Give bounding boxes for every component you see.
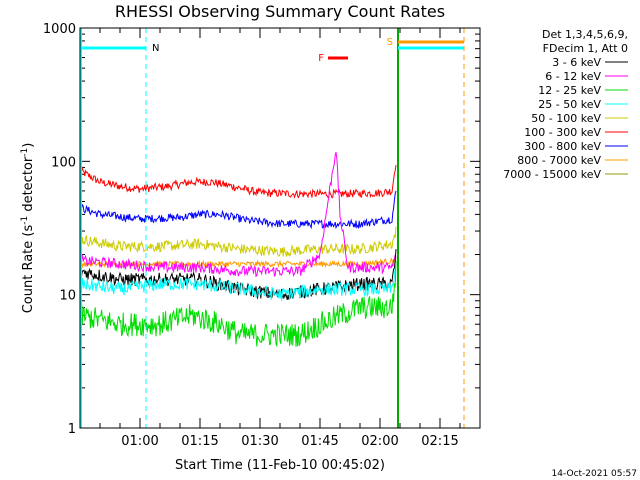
x-tick-label: 02:00	[361, 434, 398, 449]
series-line-4	[79, 151, 397, 278]
legend-label: 6 - 12 keV	[545, 70, 601, 83]
x-tick-label: 01:15	[181, 434, 218, 449]
legend-label: 800 - 7000 keV	[517, 154, 601, 167]
legend: Det 1,3,4,5,6,9,FDecim 1, Att 03 - 6 keV…	[503, 28, 628, 181]
series-line-2	[79, 226, 397, 257]
x-tick-label: 02:15	[421, 434, 458, 449]
series-line-6	[79, 261, 397, 301]
legend-label: 25 - 50 keV	[538, 98, 601, 111]
y-axis-label-mid: detector	[21, 156, 36, 216]
legend-header: Det 1,3,4,5,6,9,	[542, 28, 628, 41]
series-line-7	[79, 260, 397, 347]
series-line-0	[79, 164, 397, 199]
legend-label: 12 - 25 keV	[538, 84, 601, 97]
y-tick-label: 100	[51, 155, 76, 170]
y-axis-label-end: )	[21, 143, 36, 148]
legend-label: 300 - 800 keV	[524, 140, 601, 153]
x-tick-label: 01:30	[241, 434, 278, 449]
y-axis-label-sup1: -1	[20, 216, 30, 225]
legend-label: 50 - 100 keV	[531, 112, 601, 125]
flare-label: F	[318, 53, 324, 64]
saa-label: S	[387, 37, 393, 48]
legend-label: 100 - 300 keV	[524, 126, 601, 139]
legend-header: FDecim 1, Att 0	[543, 42, 628, 55]
x-tick-label: 01:45	[301, 434, 338, 449]
y-axis-label: Count Rate (s-1 detector-1)	[20, 143, 36, 314]
y-tick-label: 10	[59, 289, 76, 304]
night-label: N	[152, 43, 159, 54]
y-axis-label-sup2: -1	[20, 148, 30, 157]
x-tick-label: 01:00	[121, 434, 158, 449]
y-axis-label-main: Count Rate (s	[21, 225, 36, 314]
y-tick-label: 1000	[43, 22, 76, 37]
x-axis-label: Start Time (11-Feb-10 00:45:02)	[175, 458, 385, 473]
legend-label: 3 - 6 keV	[552, 56, 601, 69]
plot-frame	[79, 27, 481, 429]
y-tick-label: 1	[68, 422, 76, 437]
series-line-1	[79, 190, 397, 230]
legend-label: 7000 - 15000 keV	[503, 168, 601, 181]
footer-timestamp: 14-Oct-2021 05:57	[552, 469, 637, 479]
chart-title: RHESSI Observing Summary Count Rates	[115, 2, 445, 21]
